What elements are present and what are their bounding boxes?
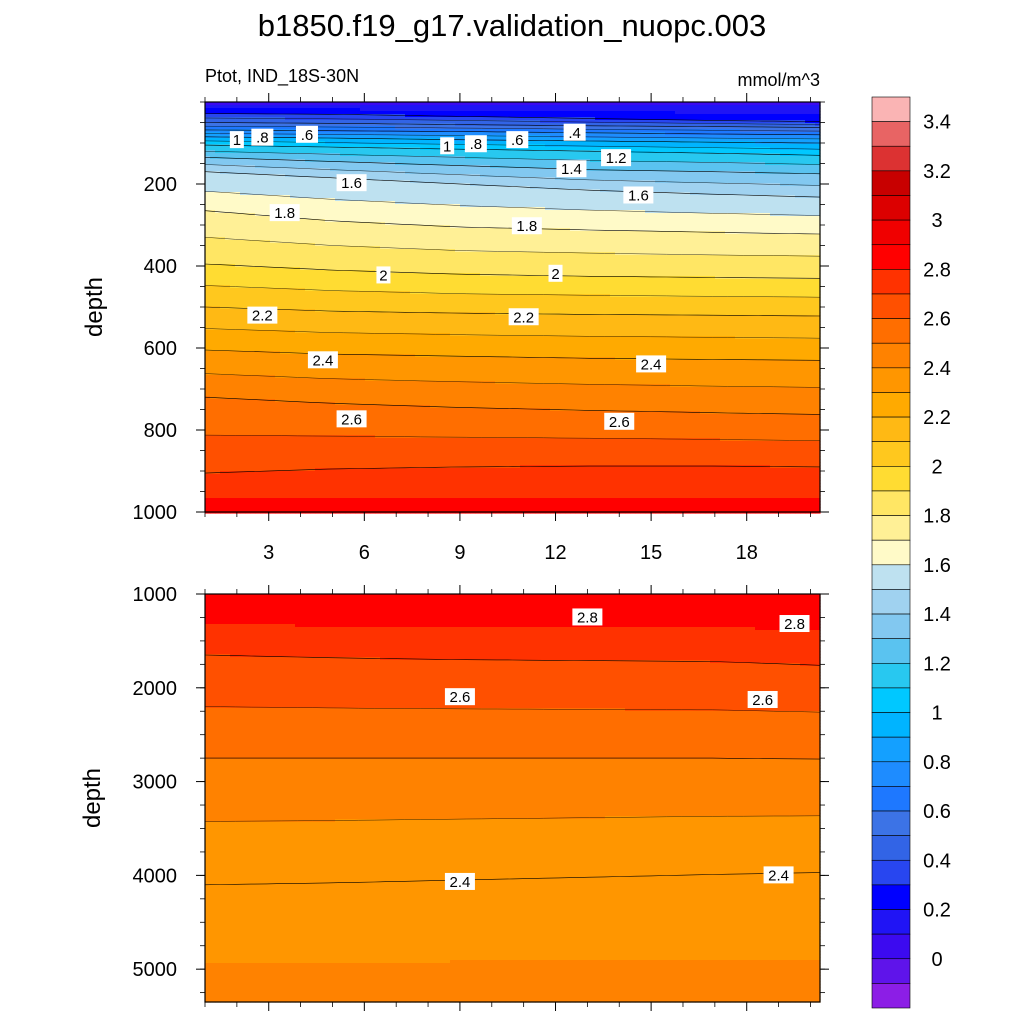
chart-subtitle-left: Ptot, IND_18S-30N [205,66,359,87]
chart-subtitle-right: mmol/m^3 [738,70,820,90]
chart-title: b1850.f19_g17.validation_nuopc.003 [258,8,767,43]
upper-panel: 1.8.61.8.6.41.21.41.61.61.81.82 22.2 2.22.… [81,93,829,564]
upper-field [205,102,821,514]
